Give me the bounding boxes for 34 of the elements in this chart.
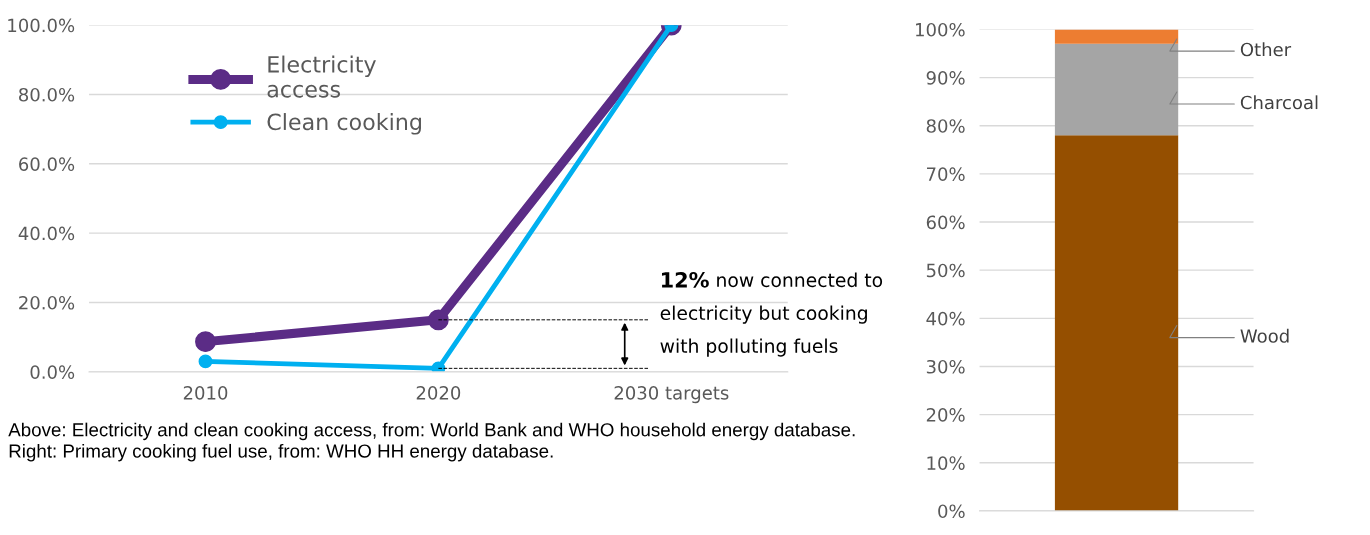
x-tick-label: 2010 — [183, 386, 228, 400]
y-tick-label: 100.0% — [8, 18, 75, 33]
y-tick-label: 10% — [927, 456, 965, 470]
y-tick-label: 80.0% — [19, 87, 75, 102]
x-tick-label: 2030 targets — [614, 386, 729, 404]
point — [427, 309, 449, 331]
annotation: 12% now connected to electricity but cooking with polluting fuels — [660, 271, 883, 357]
text: Above: Electricity and clean cooking access, from: World Bank and WHO household energy database. — [8, 422, 855, 441]
y-tick-label: 100% — [916, 22, 965, 37]
point — [431, 361, 446, 372]
y-tick-label: 40% — [926, 311, 965, 326]
y-tick-label: 70% — [927, 167, 965, 181]
y-tick-label: 60% — [926, 215, 965, 230]
y-tick-label: 50% — [926, 263, 965, 278]
text: Charcoal — [1240, 95, 1318, 110]
bar — [1054, 43, 1179, 136]
text: Wood — [1240, 328, 1289, 343]
x-tick-label: 2020 — [416, 386, 461, 400]
y-tick-label: 0.0% — [30, 365, 75, 379]
y-tick-label: 80% — [926, 119, 965, 133]
y-tick-label: 40.0% — [18, 226, 75, 241]
text: Right: Primary cooking fuel use, from: WHO HH energy database. — [9, 443, 553, 462]
y-tick-label: 90% — [926, 71, 965, 85]
y-tick-label: 20% — [926, 408, 965, 422]
legend-label: Electricity access — [267, 55, 376, 98]
legend-label: Clean cooking — [267, 113, 421, 135]
text: Other — [1240, 42, 1292, 57]
y-tick-label: 20.0% — [19, 295, 75, 310]
y-tick-label: 0% — [938, 504, 965, 519]
bar — [1054, 29, 1179, 44]
y-tick-label: 30% — [926, 359, 965, 374]
y-tick-label: 60.0% — [19, 157, 75, 171]
point — [198, 354, 213, 369]
point — [195, 331, 216, 353]
